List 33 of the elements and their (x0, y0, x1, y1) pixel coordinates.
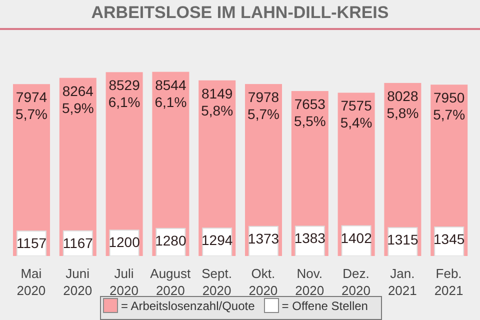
x-tick-label: Feb. 2021 (434, 266, 464, 298)
data-label: 1157 (16, 235, 47, 252)
data-label: 1345 (434, 231, 465, 248)
x-tick-label: Dez. 2020 (342, 266, 370, 298)
x-tick-label: Mai 2020 (16, 266, 46, 298)
data-label: 7978 5,7% (248, 89, 280, 122)
x-tick-label: Jan. 2021 (388, 266, 417, 298)
data-label: 7575 5,4% (340, 98, 372, 131)
data-label: 8149 5,8% (201, 85, 234, 118)
data-label: 1402 (340, 230, 372, 246)
data-label: 1373 (248, 230, 280, 246)
data-label: 1167 (62, 234, 94, 251)
data-label: 8028 5,8% (386, 88, 419, 121)
data-label: 7974 5,7% (16, 89, 48, 122)
data-label: 1280 (155, 232, 186, 248)
x-tick-label: Juni 2020 (63, 266, 92, 298)
chart-title: ARBEITSLOSE IM LAHN-DILL-KREIS (0, 0, 480, 30)
x-tick-label: Sept. 2020 (202, 266, 232, 298)
data-label: 8529 6,1% (108, 77, 140, 110)
data-label: 8544 6,1% (154, 76, 187, 110)
data-label: 1383 (294, 230, 326, 246)
data-label: 1315 (387, 232, 418, 248)
data-label: 7653 5,5% (294, 96, 326, 130)
x-tick-label: Nov. 2020 (295, 266, 324, 298)
data-label: 1294 (202, 232, 233, 248)
x-tick-label: August 2020 (150, 266, 192, 298)
legend-label: = Arbeitslosenzahl/Quote (121, 299, 255, 313)
x-tick-label: Okt. 2020 (248, 266, 278, 298)
legend-label: = Offene Stellen (282, 299, 368, 313)
data-label: 8264 5,9% (62, 82, 94, 116)
x-tick-label: Juli 2020 (110, 266, 138, 298)
data-label: 7950 5,7% (433, 90, 466, 123)
data-label: 1200 (108, 234, 140, 250)
